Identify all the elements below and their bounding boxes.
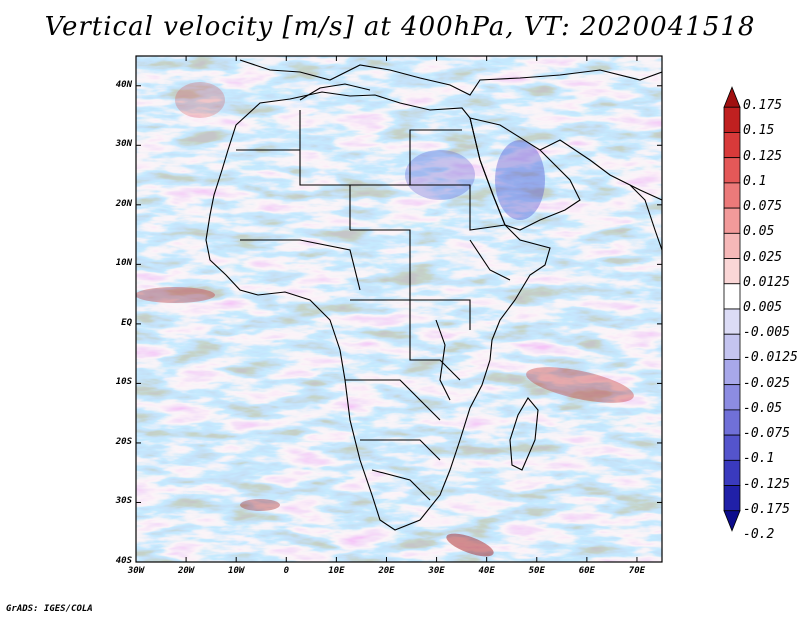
lon-label: 10W [228,566,245,576]
colorbar-label: 0.075 [743,199,783,215]
colorbar-label: 0.125 [743,148,783,164]
lat-label: 40N [115,79,132,90]
colorbar-label: 0.0125 [743,274,790,290]
lat-label: 30N [115,139,132,150]
lat-label: 20S [115,436,132,447]
lon-label: 60E [578,566,595,576]
coastlines [205,59,662,531]
colorbar-segment [723,333,741,360]
colorbar-label: -0.175 [743,501,790,517]
lon-label: 70E [628,566,646,576]
colorbar-label: 0.175 [743,98,783,114]
colorbar-segment [723,459,741,486]
colorbar-segment [723,86,741,108]
colorbar-label: -0.125 [743,476,790,492]
colorbar-segment [723,434,741,461]
colorbar [723,86,741,532]
colorbar-label: -0.075 [743,426,790,442]
lon-label: 40E [478,566,495,576]
colorbar-segment [723,132,741,159]
colorbar-label: -0.2 [743,527,775,542]
colorbar-segment [723,258,741,285]
lat-label: 20N [115,198,132,209]
colorbar-segment [723,207,741,234]
colorbar-label: 0.15 [743,123,775,139]
grads-credit: GrADS: IGES/COLA [6,604,93,614]
colorbar-segment [723,308,741,335]
colorbar-label: 0.025 [743,249,783,265]
lon-label: 30E [428,566,445,576]
colorbar-segment [723,510,741,532]
lat-label: 10S [115,377,132,388]
colorbar-label: -0.005 [743,325,790,341]
lon-label: 50E [528,566,545,576]
colorbar-label: 0.005 [743,300,783,315]
colorbar-label: -0.0125 [743,350,798,366]
colorbar-segment [723,359,741,386]
map-frame [135,55,663,563]
colorbar-segment [723,485,741,512]
colorbar-segment [723,106,741,133]
lon-label: 20E [378,566,395,576]
lon-label: 30W [127,566,145,576]
lon-label: 10E [328,566,345,576]
colorbar-segment [723,384,741,411]
lon-label: 0 [283,566,289,576]
colorbar-label: -0.1 [743,451,775,467]
lat-label: 40S [115,556,132,566]
colorbar-segment [723,409,741,436]
colorbar-label: 0.05 [743,224,775,240]
lat-label: EQ [121,317,132,328]
colorbar-segment [723,283,741,310]
map-title: Vertical velocity [m/s] at 400hPa, VT: 2… [44,12,756,42]
velocity-field [136,56,662,562]
colorbar-label: -0.025 [743,375,790,391]
colorbar-segment [723,182,741,209]
colorbar-label: -0.05 [743,400,783,416]
colorbar-segment [723,157,741,184]
lat-label: 10N [115,258,132,269]
lon-label: 20W [177,566,195,576]
lat-label: 30S [115,496,132,507]
colorbar-label: 0.1 [743,173,767,189]
colorbar-segment [723,232,741,259]
